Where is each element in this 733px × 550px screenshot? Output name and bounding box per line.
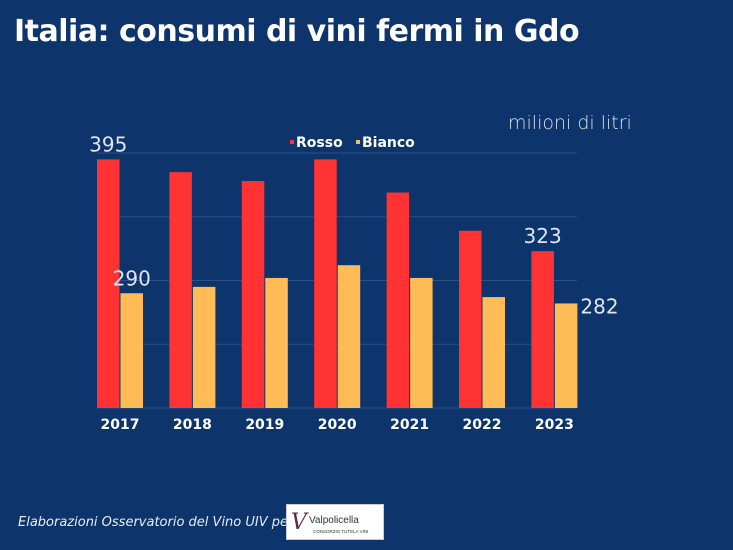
bar-rosso-2022 — [459, 230, 482, 408]
svg-text:V: V — [291, 510, 309, 535]
logo-mark-icon: V Valpolicella CONSORZIO TUTELA VINI — [291, 510, 368, 535]
bar-bianco-2023 — [554, 303, 578, 408]
logo-text: Valpolicella — [309, 515, 359, 526]
x-tick-label: 2022 — [463, 417, 502, 433]
x-tick-label: 2023 — [535, 417, 574, 433]
bar-bianco-2017 — [120, 293, 143, 408]
bar-chart: 2017 2018 2019 2020 2021 2022 2023 395 290 323 282… — [89, 132, 618, 433]
x-tick-label: 2018 — [173, 417, 212, 433]
bar-rosso-2020 — [314, 159, 337, 408]
bar-bianco-2018 — [192, 286, 216, 408]
x-tick-label: 2020 — [318, 417, 357, 433]
legend-swatch-bianco — [356, 140, 360, 144]
bar-bianco-2022 — [482, 297, 505, 408]
bar-rosso-2018 — [169, 172, 192, 408]
data-label: 323 — [524, 224, 562, 248]
unit-label: milioni di litri — [508, 112, 632, 134]
bar-rosso-2021 — [386, 192, 410, 408]
bar-rosso-2019 — [241, 181, 265, 408]
legend-label-bianco: Bianco — [362, 135, 415, 151]
bar-bianco-2019 — [265, 277, 288, 408]
valpolicella-logo: V Valpolicella CONSORZIO TUTELA VINI — [286, 504, 384, 540]
data-label: 395 — [89, 132, 127, 156]
x-tick-label: 2021 — [390, 417, 429, 433]
x-tick-label: 2019 — [245, 417, 284, 433]
bar-rosso-2023 — [531, 251, 554, 408]
page-title: Italia: consumi di vini fermi in Gdo — [14, 14, 580, 49]
x-tick-label: 2017 — [101, 417, 140, 433]
bar-bianco-2020 — [337, 265, 361, 408]
source-note: Elaborazioni Osservatorio del Vino UIV p… — [18, 515, 294, 530]
data-label: 282 — [580, 294, 618, 318]
legend-label-rosso: Rosso — [296, 135, 343, 151]
legend-swatch-rosso — [290, 140, 294, 144]
logo-subtext: CONSORZIO TUTELA VINI — [313, 529, 368, 534]
data-label: 290 — [113, 266, 151, 290]
bar-rosso-2017 — [97, 159, 120, 408]
bar-bianco-2021 — [410, 277, 433, 408]
